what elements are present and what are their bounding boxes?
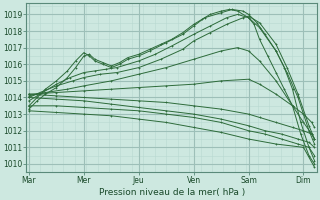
X-axis label: Pression niveau de la mer( hPa ): Pression niveau de la mer( hPa )	[99, 188, 245, 197]
